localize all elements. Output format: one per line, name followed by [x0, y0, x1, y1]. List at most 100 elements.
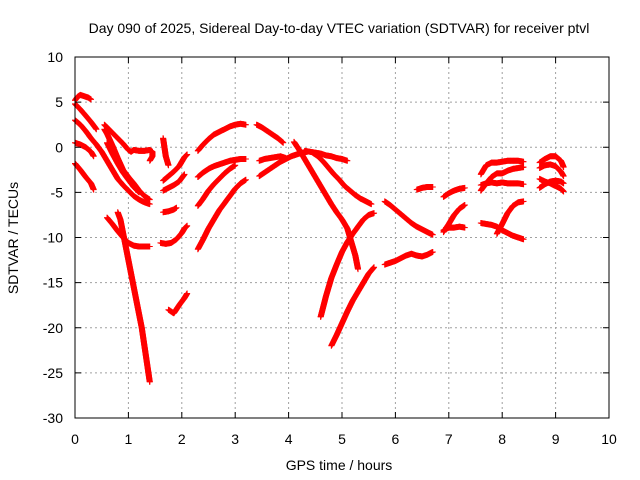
data-point [184, 290, 191, 297]
y-tick-label: 10 [47, 49, 63, 65]
data-point [560, 164, 567, 171]
series-19 [194, 120, 249, 154]
series-35 [477, 157, 527, 178]
x-tick-label: 5 [338, 431, 346, 447]
data-point [429, 231, 436, 238]
chart-title: Day 090 of 2025, Sidereal Day-to-day VTE… [89, 20, 590, 36]
series-25 [309, 149, 375, 208]
series-39 [536, 153, 567, 171]
data-point [146, 157, 153, 164]
data-point [344, 157, 351, 164]
axis-ticks: 0 1 2 3 4 5 6 7 8 9 10 10 5 0 -5 -10 -15 -20 -25 -30 [43, 49, 617, 447]
x-tick-label: 2 [178, 431, 186, 447]
x-tick-label: 1 [125, 431, 133, 447]
series-13 [160, 204, 180, 216]
data-point [93, 126, 100, 133]
y-axis-label: SDTVAR / TECUs [5, 182, 21, 294]
y-tick-label: -10 [43, 230, 63, 246]
y-tick-label: -15 [43, 275, 63, 291]
series-20 [253, 121, 287, 146]
series-2 [72, 117, 153, 208]
y-tick-label: -30 [43, 410, 63, 426]
data-point [461, 184, 468, 191]
data-point [461, 224, 468, 231]
data-point [371, 210, 378, 217]
data-point [184, 151, 191, 158]
data-point [520, 181, 527, 188]
series-1 [72, 100, 100, 133]
series-37 [477, 179, 527, 189]
data-point [242, 176, 249, 183]
x-tick-label: 7 [445, 431, 453, 447]
x-tick-label: 8 [498, 431, 506, 447]
y-tick-label: -25 [43, 365, 63, 381]
y-tick-label: -5 [51, 184, 64, 200]
series-26 [317, 210, 378, 320]
series-32 [440, 202, 468, 236]
series-42 [536, 175, 567, 195]
data-point [280, 139, 287, 146]
data-point [520, 158, 527, 165]
data-point [355, 266, 362, 273]
data-point [560, 188, 567, 195]
series-14 [157, 222, 191, 247]
series-15 [165, 290, 191, 317]
x-tick-label: 3 [231, 431, 239, 447]
series-7 [104, 139, 143, 196]
data-point [461, 202, 468, 209]
data-point [90, 186, 97, 193]
series-38 [493, 198, 527, 237]
data-point [242, 121, 249, 128]
x-axis-label: GPS time / hours [286, 457, 393, 473]
x-tick-label: 4 [285, 431, 293, 447]
y-tick-label: 5 [55, 94, 63, 110]
data-point [232, 162, 239, 169]
y-tick-label: -20 [43, 320, 63, 336]
series-0 [72, 91, 95, 104]
x-tick-label: 9 [552, 431, 560, 447]
data-point [88, 96, 95, 103]
series-3 [72, 139, 97, 160]
series-10 [160, 135, 172, 169]
x-tick-label: 0 [71, 431, 79, 447]
data-point [520, 164, 527, 171]
data-point [429, 183, 436, 190]
series-33 [440, 184, 468, 200]
data-point [368, 201, 375, 208]
series-28 [381, 198, 436, 238]
series-30 [413, 183, 436, 193]
data-point [165, 162, 172, 169]
series-4 [72, 160, 97, 193]
data-point [371, 264, 378, 271]
data-point [181, 171, 188, 178]
series-5 [101, 121, 156, 164]
series-27 [328, 264, 378, 349]
data-point [242, 155, 249, 162]
data-point [146, 196, 153, 203]
series-12 [160, 171, 188, 194]
data-point [560, 180, 567, 187]
data-point [90, 153, 97, 160]
data-point [173, 204, 180, 211]
series-40 [536, 161, 567, 180]
series-18 [194, 155, 249, 181]
data-point [136, 189, 143, 196]
series-16 [194, 176, 249, 253]
y-tick-label: 0 [55, 139, 63, 155]
data-point [429, 248, 436, 255]
series-11 [160, 151, 191, 184]
data-point [146, 243, 153, 250]
series-17 [194, 162, 239, 209]
data-points [72, 91, 567, 385]
x-tick-label: 6 [392, 431, 400, 447]
data-point [560, 173, 567, 180]
x-tick-label: 10 [601, 431, 617, 447]
data-point [520, 236, 527, 243]
data-point [146, 378, 153, 385]
series-29 [381, 248, 436, 268]
series-9 [114, 209, 153, 385]
data-point [184, 222, 191, 229]
data-point [520, 198, 527, 205]
